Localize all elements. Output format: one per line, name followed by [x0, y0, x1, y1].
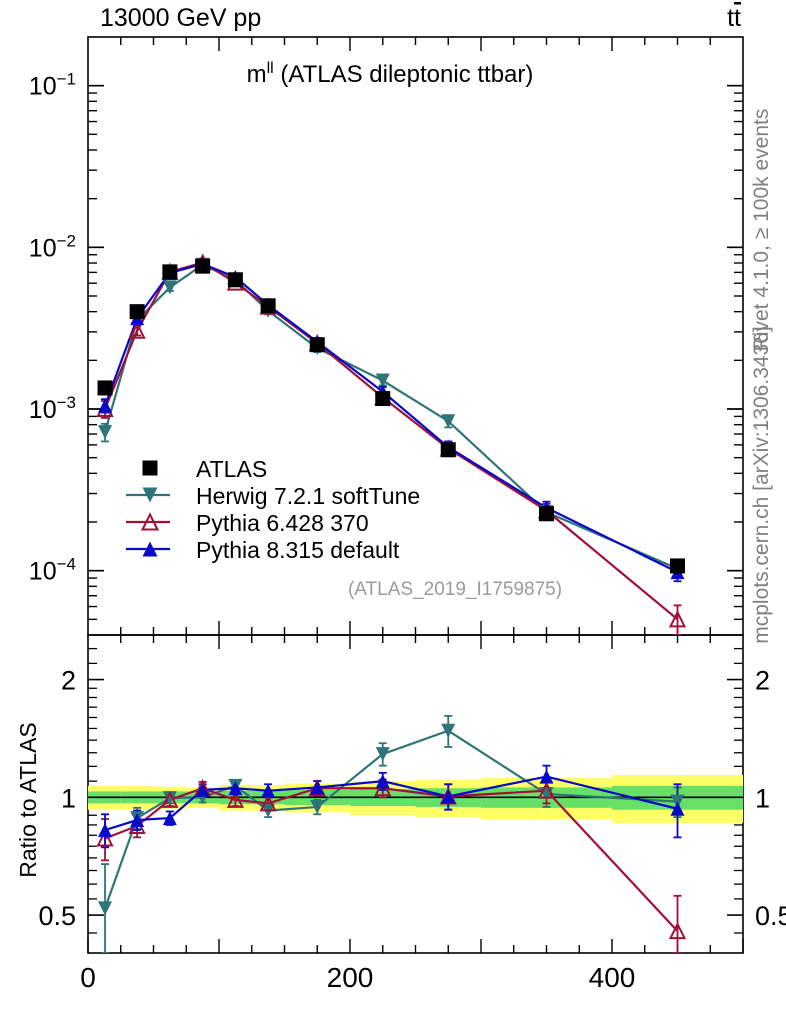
legend-label: Pythia 6.428 370: [196, 510, 369, 536]
ratio-y-tick-label-right: 0.5: [755, 901, 786, 931]
marker-down-triangle: [98, 901, 113, 916]
legend-entry-1[interactable]: Herwig 7.2.1 softTune: [126, 483, 420, 509]
main-y-tick-label: 10−3: [29, 393, 76, 424]
series-line: [103, 262, 678, 574]
series-atlas-data: [97, 258, 685, 574]
marker-up-triangle: [310, 780, 325, 795]
rivet-version-label: Rivet 4.1.0, ≥ 100k events: [750, 109, 773, 352]
marker-up-triangle: [98, 398, 113, 413]
ratio-series-line: [103, 729, 678, 909]
main-panel-frame: [87, 36, 744, 636]
ratio-y-tick-label-left: 1: [61, 783, 76, 813]
legend-entry-0[interactable]: ATLAS: [142, 456, 268, 482]
marker-down-triangle: [310, 799, 325, 814]
mcplots-attribution-label: mcplots.cern.ch [arXiv:1306.3436]: [750, 326, 773, 644]
legend-label: ATLAS: [196, 456, 267, 482]
marker-square: [309, 337, 325, 353]
marker-square: [227, 272, 243, 288]
marker-square: [142, 460, 158, 476]
marker-up-triangle: [195, 782, 210, 797]
marker-open-up-triangle: [668, 610, 687, 628]
series-line: [103, 263, 678, 570]
legend-label: Pythia 8.315 default: [196, 537, 400, 563]
marker-down-triangle: [142, 487, 158, 503]
series-markers-3: [98, 256, 685, 580]
beam-energy-label: 13000 GeV pp: [100, 4, 261, 32]
marker-square: [539, 506, 554, 522]
marker-open-up-triangle: [374, 778, 392, 797]
marker-down-triangle: [375, 373, 390, 388]
main-y-tick-label: 10−1: [29, 70, 76, 101]
marker-square: [195, 258, 211, 274]
ratio-y-tick-label-left: 0.5: [38, 901, 76, 931]
ratio-series-markers-3: [98, 769, 685, 838]
marker-down-triangle: [162, 791, 177, 806]
marker-up-triangle: [142, 541, 158, 557]
series-1: [101, 261, 682, 578]
ratio-x-tick-label: 400: [589, 962, 636, 993]
marker-open-up-triangle: [161, 790, 179, 808]
marker-open-up-triangle: [537, 781, 556, 799]
marker-down-triangle: [670, 794, 685, 809]
series-line: [104, 261, 679, 621]
marker-up-triangle: [130, 813, 145, 828]
marker-down-triangle: [162, 280, 177, 295]
marker-up-triangle: [261, 783, 276, 798]
legend-label: Herwig 7.2.1 softTune: [196, 483, 420, 509]
marker-up-triangle: [375, 774, 390, 789]
marker-open-up-triangle: [668, 921, 687, 940]
marker-square: [129, 304, 145, 320]
ratio-axis-title: Ratio to ATLAS: [15, 722, 41, 878]
series-markers-2: [96, 253, 687, 628]
analysis-id-watermark: (ATLAS_2019_I1759875): [348, 579, 562, 600]
marker-up-triangle: [228, 781, 243, 796]
ratio-y-tick-label-right: 2: [755, 666, 770, 696]
marker-square: [670, 558, 685, 574]
marker-open-up-triangle: [259, 794, 277, 812]
marker-down-triangle: [375, 747, 390, 762]
plot-title: mll (ATLAS dileptonic ttbar): [247, 60, 534, 88]
marker-down-triangle: [441, 414, 456, 429]
marker-open-up-triangle: [128, 321, 146, 339]
main-y-tick-label: 10−4: [29, 555, 76, 586]
ratio-x-tick-label: 200: [327, 962, 374, 993]
marker-square: [440, 442, 456, 458]
ratio-y-tick-label-left: 2: [61, 666, 76, 696]
main-panel-series: [96, 253, 687, 635]
marker-up-triangle: [441, 789, 456, 804]
main-y-tick-label: 10−2: [29, 231, 76, 262]
ratio-x-tick-label: 0: [80, 962, 96, 993]
series-markers-1: [98, 257, 685, 576]
marker-open-up-triangle: [96, 829, 114, 847]
legend-entry-2[interactable]: Pythia 6.428 370: [126, 510, 369, 536]
legend-entry-3[interactable]: Pythia 8.315 default: [126, 537, 400, 563]
marker-square: [162, 264, 178, 280]
marker-open-up-triangle: [140, 512, 160, 531]
ratio-series-1: [101, 714, 682, 953]
marker-square: [97, 380, 113, 396]
ratio-y-tick-label-right: 1: [755, 783, 770, 813]
marker-open-up-triangle: [226, 790, 244, 808]
ratio-series-markers-1: [98, 723, 685, 916]
marker-square: [260, 298, 276, 314]
ratio-panel-series: [96, 714, 687, 953]
marker-square: [375, 391, 391, 407]
marker-down-triangle: [441, 723, 456, 738]
marker-up-triangle: [539, 769, 554, 784]
process-label: tt: [727, 4, 741, 32]
marker-up-triangle: [670, 801, 685, 816]
marker-down-triangle: [98, 425, 113, 440]
marker-up-triangle: [98, 823, 113, 838]
marker-up-triangle: [162, 811, 177, 826]
